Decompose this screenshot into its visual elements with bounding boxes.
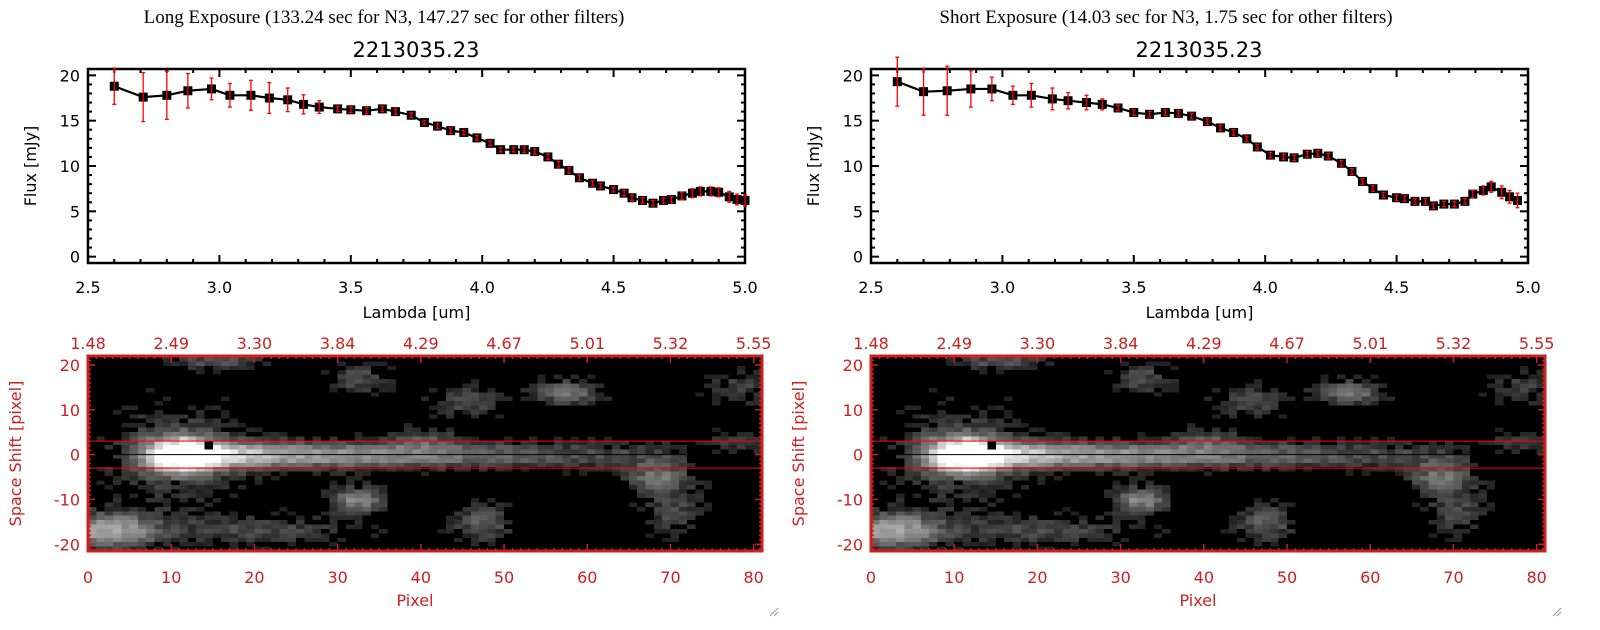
top-wavelength-tick-label: 5.55	[1519, 334, 1555, 353]
top-wavelength-tick-label: 4.29	[1186, 334, 1222, 353]
x-tick-label: 30	[1110, 568, 1130, 587]
heatmap-frame	[869, 354, 1547, 553]
x-tick-label: 0	[83, 568, 93, 587]
y-tick-label: 10	[60, 157, 80, 176]
top-wavelength-tick-label: 5.01	[569, 334, 605, 353]
x-tick-label: 80	[743, 568, 763, 587]
top-wavelength-tick-label: 4.29	[403, 334, 439, 353]
x-axis-label: Pixel	[396, 591, 433, 610]
object-name-long: 2213035.23	[353, 38, 480, 62]
y-tick-label: 10	[843, 157, 863, 176]
heatmap-frame	[86, 354, 764, 553]
x-tick-label: 10	[161, 568, 181, 587]
y-tick-label: 0	[70, 446, 80, 465]
y-tick-label: 0	[853, 248, 863, 267]
y-tick-label: 0	[853, 446, 863, 465]
plot-frame	[86, 67, 747, 265]
y-tick-label: -20	[837, 535, 863, 554]
x-axis-label: Lambda [um]	[363, 303, 471, 322]
top-wavelength-tick-label: 1.48	[853, 334, 889, 353]
top-wavelength-tick-label: 3.30	[1020, 334, 1056, 353]
top-wavelength-tick-label: 5.32	[1436, 334, 1472, 353]
top-wavelength-tick-label: 5.32	[653, 334, 689, 353]
y-tick-label: -10	[54, 490, 80, 509]
y-axis-label: Space Shift [pixel]	[789, 381, 808, 527]
x-tick-label: 20	[1027, 568, 1047, 587]
x-tick-label: 30	[327, 568, 347, 587]
x-tick-label: 2.5	[75, 278, 100, 297]
x-tick-label: 40	[411, 568, 431, 587]
x-tick-label: 70	[660, 568, 680, 587]
y-tick-label: 15	[843, 112, 863, 131]
heatmap-axes-long: 0 10 20 30 40 50 60 70 80 1.48 2.49 3.30 3.84 4.29 4.6…	[6, 334, 771, 610]
y-tick-label: 20	[60, 66, 80, 85]
grip-line	[1556, 611, 1562, 617]
x-tick-label: 10	[944, 568, 964, 587]
x-axis-label: Pixel	[1179, 591, 1216, 610]
top-wavelength-tick-label: 5.55	[736, 334, 772, 353]
x-tick-label: 50	[494, 568, 514, 587]
object-name-short: 2213035.23	[1136, 38, 1263, 62]
panel-title-long: Long Exposure (133.24 sec for N3, 147.27…	[144, 7, 625, 28]
flux-line	[113, 85, 746, 205]
y-tick-label: 5	[853, 202, 863, 221]
x-tick-label: 20	[244, 568, 264, 587]
x-tick-label: 70	[1443, 568, 1463, 587]
top-wavelength-tick-label: 4.67	[486, 334, 522, 353]
x-tick-label: 4.0	[1252, 278, 1277, 297]
x-tick-label: 60	[577, 568, 597, 587]
y-tick-label: -20	[54, 535, 80, 554]
y-axis-label: Flux [mJy]	[21, 126, 40, 207]
x-tick-label: 0	[866, 568, 876, 587]
resize-grip-icon[interactable]	[1552, 607, 1562, 617]
top-wavelength-tick-label: 2.49	[153, 334, 189, 353]
panel-title-short: Short Exposure (14.03 sec for N3, 1.75 s…	[939, 7, 1392, 28]
y-tick-label: 20	[843, 356, 863, 375]
top-wavelength-tick-label: 1.48	[70, 334, 106, 353]
y-tick-label: 10	[60, 401, 80, 420]
x-tick-label: 3.5	[338, 278, 363, 297]
x-tick-label: 2.5	[858, 278, 883, 297]
top-wavelength-tick-label: 4.67	[1269, 334, 1305, 353]
x-tick-label: 4.5	[1384, 278, 1409, 297]
x-tick-label: 4.5	[601, 278, 626, 297]
x-tick-label: 3.0	[990, 278, 1015, 297]
x-tick-label: 60	[1360, 568, 1380, 587]
x-tick-label: 3.5	[1121, 278, 1146, 297]
top-wavelength-tick-label: 3.30	[237, 334, 273, 353]
x-tick-label: 80	[1526, 568, 1546, 587]
y-tick-label: 5	[70, 202, 80, 221]
x-tick-label: 4.0	[469, 278, 494, 297]
y-tick-label: 20	[60, 356, 80, 375]
heatmap-axes-short: 0 10 20 30 40 50 60 70 80 1.48 2.49 3.30 3.84 4.29 4.6…	[789, 334, 1554, 610]
top-wavelength-tick-label: 2.49	[936, 334, 972, 353]
spectral-image-heatmap-long	[88, 357, 762, 551]
y-axis-label: Flux [mJy]	[804, 126, 823, 207]
y-axis-label: Space Shift [pixel]	[6, 381, 25, 527]
grip-line	[769, 607, 779, 617]
y-tick-label: 10	[843, 401, 863, 420]
spectral-image-heatmap-short	[871, 357, 1545, 551]
y-tick-label: 20	[843, 66, 863, 85]
resize-grip-icon[interactable]	[769, 607, 779, 617]
x-tick-label: 3.0	[207, 278, 232, 297]
spectrum-chart-long: 2.5 3.0 3.5 4.0 4.5 5.0 0 5 10 15 20 Lambda [um] Flu…	[21, 66, 758, 322]
x-tick-label: 50	[1277, 568, 1297, 587]
x-tick-label: 5.0	[1515, 278, 1540, 297]
plot-frame	[869, 67, 1530, 265]
top-wavelength-tick-label: 5.01	[1352, 334, 1388, 353]
y-tick-label: -10	[837, 490, 863, 509]
y-tick-label: 15	[60, 112, 80, 131]
x-tick-label: 40	[1194, 568, 1214, 587]
spectrum-chart-short: 2.5 3.0 3.5 4.0 4.5 5.0 0 5 10 15 20 Lambda [um] Flu…	[804, 56, 1541, 322]
top-wavelength-tick-label: 3.84	[320, 334, 356, 353]
top-wavelength-tick-label: 3.84	[1103, 334, 1139, 353]
y-tick-label: 0	[70, 248, 80, 267]
grip-line	[773, 611, 779, 617]
x-axis-label: Lambda [um]	[1146, 303, 1254, 322]
grip-line	[1552, 607, 1562, 617]
x-tick-label: 5.0	[732, 278, 757, 297]
